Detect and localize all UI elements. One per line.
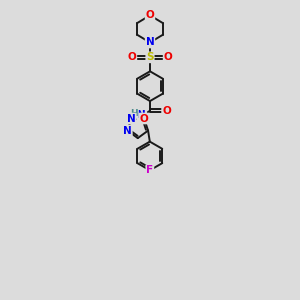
Text: N: N: [137, 110, 146, 120]
Text: N: N: [127, 113, 136, 124]
Text: O: O: [128, 52, 136, 62]
Text: H: H: [130, 109, 138, 118]
Text: O: O: [146, 11, 154, 20]
Text: N: N: [146, 38, 154, 47]
Text: O: O: [162, 106, 171, 116]
Text: O: O: [140, 113, 148, 124]
Text: F: F: [146, 165, 153, 175]
Text: S: S: [146, 52, 154, 62]
Text: O: O: [164, 52, 172, 62]
Text: N: N: [123, 126, 132, 136]
